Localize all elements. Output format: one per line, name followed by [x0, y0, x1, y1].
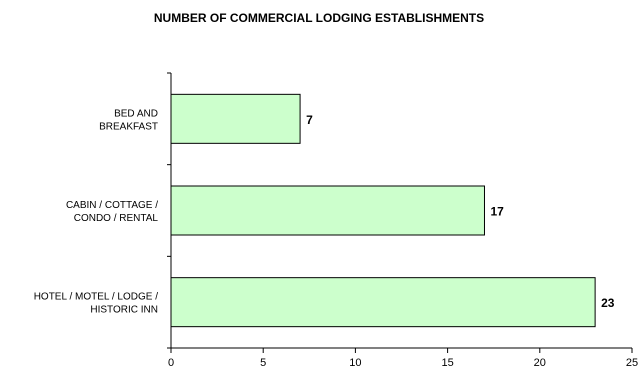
x-tick-label: 5 [260, 357, 266, 369]
x-tick-label: 10 [349, 357, 361, 369]
data-label: 23 [601, 296, 615, 310]
x-tick-label: 20 [534, 357, 546, 369]
x-tick-label: 0 [168, 357, 174, 369]
category-label: BED AND BREAKFAST [99, 108, 158, 132]
chart-title: NUMBER OF COMMERCIAL LODGING ESTABLISHME… [154, 11, 484, 25]
x-tick-label: 15 [441, 357, 453, 369]
category-label: CABIN / COTTAGE / CONDO / RENTAL [66, 200, 158, 224]
data-label: 7 [306, 113, 313, 127]
data-label: 17 [490, 205, 504, 219]
bar [170, 277, 596, 328]
category-label: HOTEL / MOTEL / LODGE / HISTORIC INN [34, 292, 159, 316]
plot-area: 0 5 10 15 20 25 7 BED AND BREAKFAST 17 CABIN / COT… [34, 72, 638, 369]
bar [170, 93, 301, 144]
bar [170, 185, 485, 236]
x-tick-label: 25 [626, 357, 638, 369]
